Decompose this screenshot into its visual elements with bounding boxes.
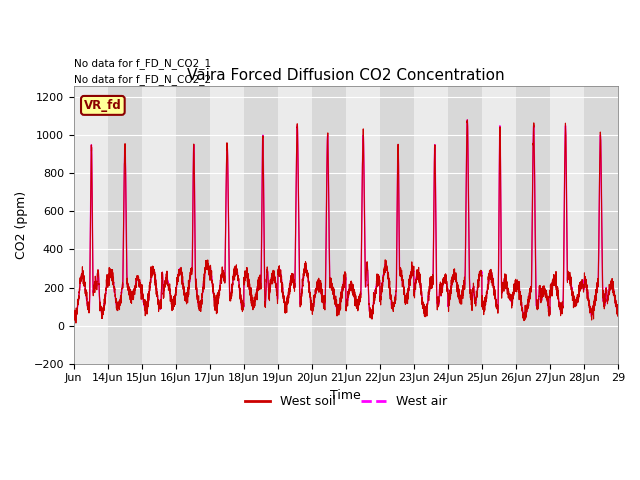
Bar: [74, 85, 108, 364]
Y-axis label: CO2 (ppm): CO2 (ppm): [15, 191, 28, 259]
Text: VR_fd: VR_fd: [84, 99, 122, 112]
Bar: [550, 85, 584, 364]
Bar: [210, 85, 244, 364]
Bar: [380, 85, 414, 364]
Bar: [516, 85, 550, 364]
Bar: [448, 85, 482, 364]
Text: No data for f_FD_N_CO2_1: No data for f_FD_N_CO2_1: [74, 58, 211, 69]
Bar: [346, 85, 380, 364]
Bar: [244, 85, 278, 364]
Bar: [142, 85, 176, 364]
Bar: [312, 85, 346, 364]
Title: Vaira Forced Diffusion CO2 Concentration: Vaira Forced Diffusion CO2 Concentration: [187, 68, 504, 83]
Bar: [278, 85, 312, 364]
Bar: [482, 85, 516, 364]
Bar: [414, 85, 448, 364]
Bar: [618, 85, 640, 364]
Text: No data for f_FD_N_CO2_2: No data for f_FD_N_CO2_2: [74, 74, 211, 85]
Bar: [108, 85, 142, 364]
X-axis label: Time: Time: [330, 389, 361, 402]
Bar: [584, 85, 618, 364]
Bar: [176, 85, 210, 364]
Legend: West soil, West air: West soil, West air: [240, 390, 452, 413]
